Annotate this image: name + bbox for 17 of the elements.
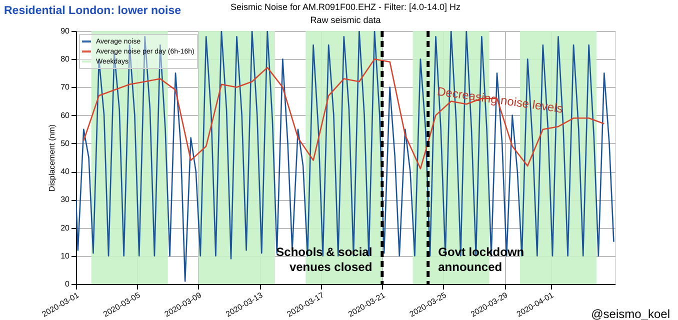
y-axis-title: Displacement (nm) bbox=[48, 124, 57, 192]
y-tick-label: 10 bbox=[60, 251, 70, 260]
y-tick-label: 0 bbox=[65, 280, 70, 288]
chart-subtitle: Raw seismic data bbox=[310, 15, 381, 25]
y-tick-label: 80 bbox=[60, 54, 70, 64]
line-series bbox=[83, 58, 605, 170]
y-tick-label: 90 bbox=[60, 26, 70, 36]
y-tick-label: 70 bbox=[60, 82, 70, 92]
text: Residential London: lower noise bbox=[4, 5, 181, 17]
chart-title: Seismic Noise for AM.R091F00.EHZ - Filter: [4.0-14.0] Hz bbox=[230, 2, 462, 12]
y-tick-label: 20 bbox=[60, 223, 70, 232]
y-tick-label: 40 bbox=[60, 167, 70, 176]
annotation: Decreasing noise levels bbox=[436, 84, 564, 116]
y-tick-label: 60 bbox=[60, 110, 70, 120]
y-tick-label: 30 bbox=[60, 195, 70, 204]
line-series bbox=[76, 31, 614, 282]
y-tick-label: 50 bbox=[60, 138, 70, 148]
